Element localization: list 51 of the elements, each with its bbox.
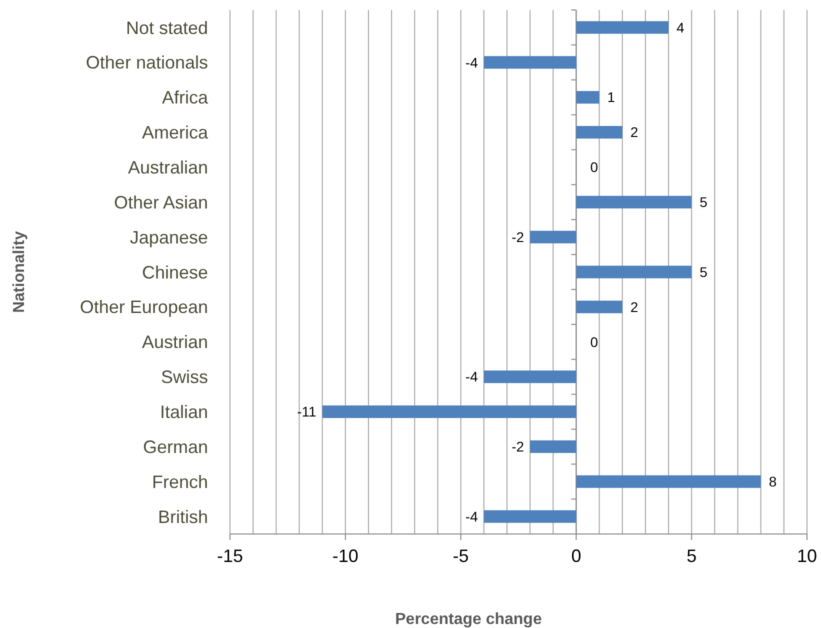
y-tick-label: America — [142, 122, 209, 143]
y-tick-label: British — [158, 506, 208, 527]
y-tick-label: French — [152, 472, 208, 492]
data-label: 5 — [700, 264, 708, 280]
data-label: 5 — [700, 194, 708, 210]
data-label: -4 — [465, 54, 478, 70]
data-label: -2 — [512, 228, 524, 245]
data-label: -11 — [297, 404, 317, 420]
y-tick-label: Italian — [160, 402, 208, 422]
x-axis-title: Percentage change — [395, 611, 542, 628]
bar — [576, 21, 669, 34]
x-tick-label: -5 — [452, 546, 469, 566]
x-tick-label: 10 — [796, 546, 818, 566]
y-tick-label: Swiss — [160, 367, 208, 388]
bar — [484, 510, 576, 523]
bar — [576, 91, 600, 104]
data-label: 2 — [630, 298, 638, 315]
data-label: -4 — [465, 508, 478, 524]
bar — [576, 196, 692, 208]
x-tick-label: -15 — [216, 546, 244, 566]
bar — [576, 126, 622, 139]
bar — [576, 475, 761, 488]
bar — [530, 440, 576, 453]
bar — [530, 230, 576, 244]
data-label: 2 — [630, 124, 638, 140]
y-tick-label: Other nationals — [86, 52, 208, 73]
x-tick-label: 0 — [571, 546, 582, 566]
bar — [576, 300, 622, 314]
bar — [322, 405, 576, 418]
y-tick-label: Other European — [80, 297, 208, 318]
y-tick-label: Other Asian — [114, 192, 208, 212]
y-tick-label: German — [142, 436, 208, 457]
bar — [484, 370, 576, 384]
data-label: -2 — [512, 438, 524, 455]
y-tick-label: Chinese — [142, 262, 208, 282]
x-tick-label: 5 — [686, 546, 697, 566]
y-tick-label: Japanese — [130, 227, 208, 248]
bar — [484, 56, 576, 69]
x-tick-label: -10 — [332, 546, 358, 566]
y-tick-label: Africa — [162, 88, 209, 108]
data-label: 0 — [590, 334, 598, 350]
y-tick-label: Not stated — [126, 18, 208, 38]
data-label: -4 — [465, 368, 478, 385]
data-label: 0 — [590, 159, 598, 176]
y-tick-label: Australian — [128, 158, 208, 178]
y-tick-label: Austrian — [142, 332, 208, 352]
data-label: 4 — [676, 19, 685, 36]
y-axis-title: Nationality — [11, 231, 28, 313]
data-label: 1 — [607, 89, 616, 106]
data-label: 8 — [768, 474, 777, 490]
bar — [576, 266, 692, 278]
